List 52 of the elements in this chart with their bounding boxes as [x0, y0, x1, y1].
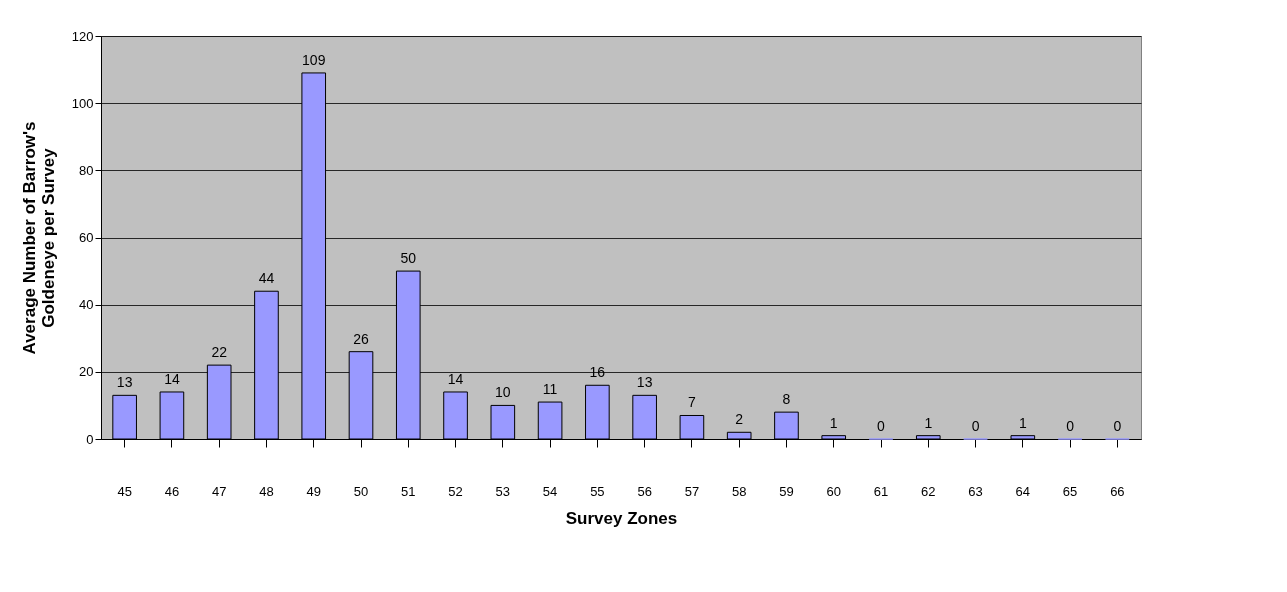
data-label: 0 [1066, 418, 1075, 434]
x-tick-label: 49 [306, 483, 321, 499]
data-label: 0 [971, 418, 980, 434]
x-tick-label: 52 [448, 483, 463, 499]
data-label: 22 [211, 344, 228, 361]
data-label: 26 [353, 330, 369, 347]
x-axis-title: Survey Zones [565, 508, 678, 528]
x-tick-label: 59 [779, 483, 794, 499]
data-label: 1 [924, 414, 933, 431]
data-label: 1 [829, 414, 838, 431]
data-label: 1 [1018, 414, 1027, 431]
x-tick-label: 61 [873, 483, 889, 499]
x-tick-label: 56 [637, 483, 652, 499]
x-tick-label: 58 [731, 483, 747, 499]
data-label: 13 [636, 374, 653, 391]
data-label: 14 [164, 370, 180, 387]
y-tick-label: 100 [71, 95, 94, 111]
x-tick-label: 53 [495, 483, 511, 499]
y-tick-label: 80 [79, 162, 94, 178]
x-tick-label: 64 [1015, 483, 1031, 499]
x-tick-label: 50 [353, 483, 369, 499]
data-label: 2 [735, 411, 744, 428]
y-tick-label: 20 [79, 364, 94, 380]
data-label: 44 [258, 270, 275, 287]
data-label: 0 [1113, 418, 1122, 434]
x-tick-label: 47 [211, 483, 227, 499]
x-tick-label: 62 [921, 483, 936, 499]
x-tick-label: 60 [826, 483, 841, 499]
x-tick-label: 63 [968, 483, 983, 499]
y-tick-label: 60 [79, 230, 94, 245]
y-tick-label: 0 [86, 431, 94, 447]
x-tick-label: 55 [590, 483, 605, 499]
x-tick-label: 57 [684, 483, 700, 499]
data-label: 7 [688, 394, 697, 411]
x-tick-label: 51 [401, 483, 416, 499]
x-tick-label: 65 [1062, 483, 1078, 499]
data-label: 50 [400, 250, 417, 267]
data-label: 13 [116, 374, 133, 391]
x-tick-label: 45 [117, 483, 132, 499]
x-tick-label: 46 [164, 483, 180, 499]
data-label: 14 [447, 370, 464, 387]
data-label: 11 [542, 381, 558, 398]
y-tick-label: 40 [79, 297, 94, 313]
x-tick-label: 54 [542, 483, 558, 499]
x-tick-label: 66 [1110, 483, 1125, 499]
data-label: 8 [782, 391, 791, 408]
data-label: 10 [495, 384, 511, 401]
y-tick-label: 120 [71, 28, 94, 44]
data-label: 109 [302, 51, 326, 68]
y-axis-title: Average Number of Barrow's Goldeneye per Survey [19, 121, 58, 355]
x-tick-label: 48 [259, 483, 274, 499]
data-label: 0 [877, 418, 886, 434]
